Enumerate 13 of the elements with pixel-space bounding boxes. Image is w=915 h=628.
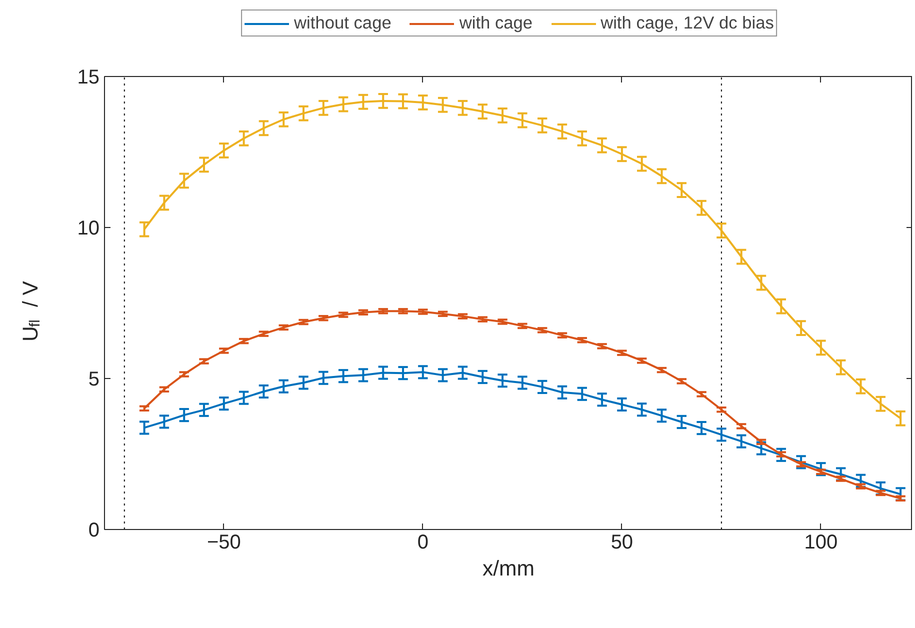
x-tick-label: −50 <box>206 532 241 554</box>
x-tick-label: 50 <box>610 532 634 554</box>
y-axis-title: Ufl / V <box>18 280 44 342</box>
x-tick-label: 100 <box>804 532 838 554</box>
x-axis-title: x/mm <box>482 556 535 580</box>
y-tick-label: 5 <box>88 368 100 390</box>
legend-label: with cage <box>459 12 533 34</box>
y-tick-label: 15 <box>77 66 100 88</box>
legend-label: without cage <box>294 12 392 34</box>
y-tick-label: 10 <box>77 218 100 240</box>
x-tick-label: 0 <box>417 532 428 554</box>
line-series <box>143 371 902 496</box>
legend-label: with cage, 12V dc bias <box>600 12 774 34</box>
